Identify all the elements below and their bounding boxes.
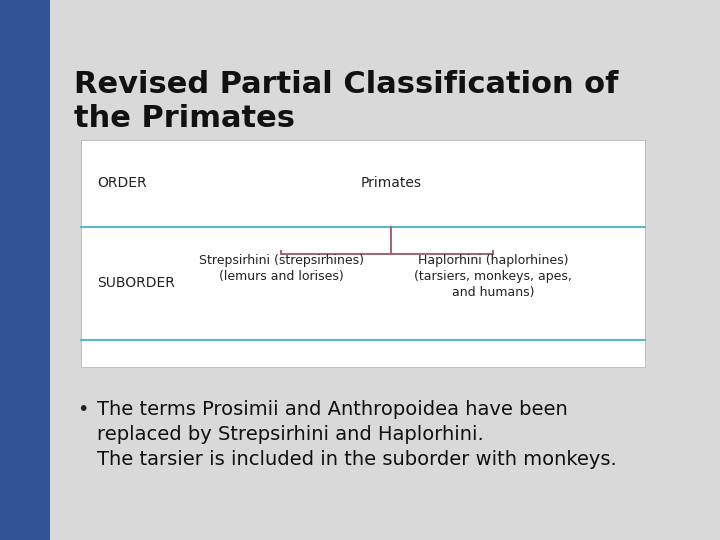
Text: ORDER: ORDER [97,177,147,191]
Text: Primates: Primates [361,177,422,191]
FancyBboxPatch shape [0,0,50,540]
Text: SUBORDER: SUBORDER [97,276,176,291]
Text: The terms Prosimii and Anthropoidea have been
replaced by Strepsirhini and Haplo: The terms Prosimii and Anthropoidea have… [97,400,617,469]
Text: •: • [77,400,89,419]
Text: Revised Partial Classification of
the Primates: Revised Partial Classification of the Pr… [74,70,618,133]
Text: Strepsirhini (strepsirhines)
(lemurs and lorises): Strepsirhini (strepsirhines) (lemurs and… [199,254,364,282]
FancyBboxPatch shape [81,140,645,367]
Text: Haplorhini (haplorhines)
(tarsiers, monkeys, apes,
and humans): Haplorhini (haplorhines) (tarsiers, monk… [414,254,572,299]
